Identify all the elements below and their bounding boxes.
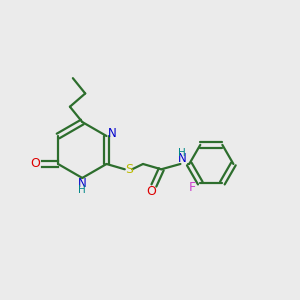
Text: N: N bbox=[178, 152, 186, 165]
Text: N: N bbox=[78, 177, 87, 190]
Text: F: F bbox=[188, 181, 196, 194]
Text: N: N bbox=[107, 127, 116, 140]
Text: O: O bbox=[147, 185, 157, 198]
Text: S: S bbox=[125, 164, 134, 176]
Text: H: H bbox=[178, 148, 186, 158]
Text: O: O bbox=[30, 158, 40, 170]
Text: H: H bbox=[78, 185, 86, 195]
